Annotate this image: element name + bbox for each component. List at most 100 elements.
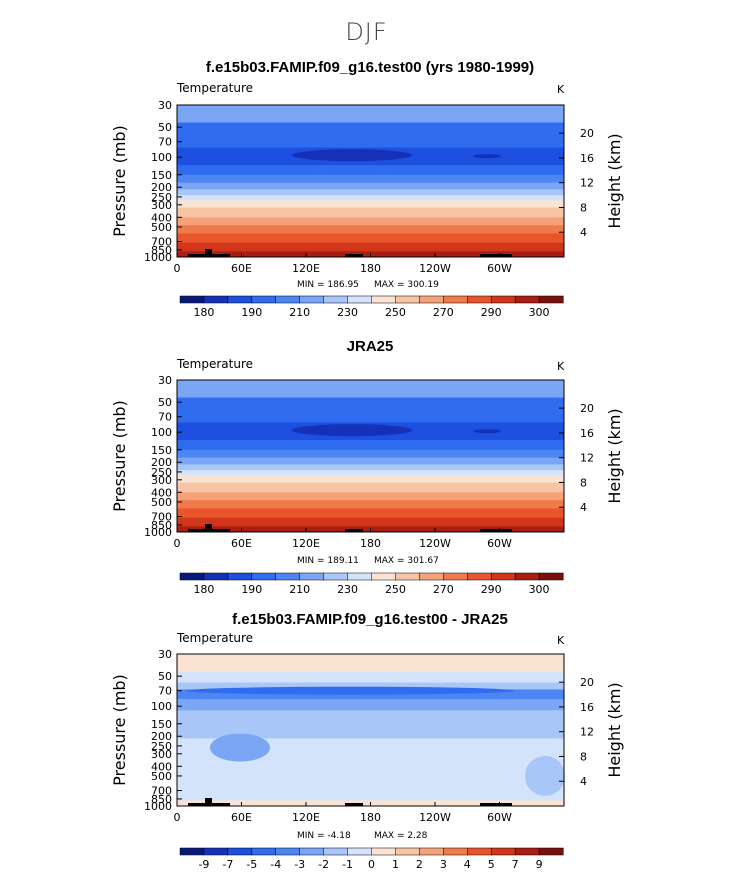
panel3-colorbar-cell — [395, 847, 420, 856]
panel3-band — [177, 710, 564, 722]
panel3-colorbar-cell — [514, 847, 540, 856]
panel1-ptick-label: 30 — [158, 99, 172, 112]
panel2-htick-label: 16 — [580, 427, 594, 440]
panel2-colorbar-label: 300 — [529, 583, 550, 596]
panel3-lontick-label: 60W — [487, 811, 512, 824]
panel1-band — [177, 233, 564, 244]
panel1-colorbar-label: 190 — [241, 306, 262, 319]
panel3-lontick-label: 60E — [231, 811, 252, 824]
panel2-band — [177, 482, 564, 493]
panel1-colorbar-cell — [299, 295, 325, 304]
panel2-topography — [345, 529, 363, 532]
panel2-ptick-label: 250 — [151, 466, 172, 479]
panel3-lontick-label: 120E — [292, 811, 320, 824]
panel3-topography — [480, 803, 512, 806]
panel3-max-label: MAX = 2.28 — [374, 831, 428, 841]
panel1-colorbar-cell — [227, 295, 253, 304]
panel2-ptick-label: 1000 — [144, 526, 172, 539]
panel3-colorbar-cell — [490, 847, 516, 856]
panel3-colorbar-cell — [203, 847, 229, 856]
panel2-band — [177, 470, 564, 476]
panel3-colorbar-label: -1 — [342, 858, 353, 871]
panel2-min-label: MIN = 189.11 — [297, 556, 359, 566]
panel3-colorbar-label: -2 — [318, 858, 329, 871]
panel2-ptick-label: 400 — [151, 486, 172, 499]
panel1-htick-label: 8 — [580, 201, 587, 214]
panel2-band — [177, 517, 564, 527]
panel2-plot — [176, 379, 565, 533]
panel2-htick-label: 12 — [580, 452, 594, 465]
panel1-colorbar-cell — [203, 295, 229, 304]
panel1-colorbar-cell — [251, 295, 277, 304]
panel1-cold-core — [292, 149, 412, 162]
panel1-max-label: MAX = 300.19 — [374, 280, 439, 290]
panel1-colorbar-cell — [347, 295, 373, 304]
panel2-band — [177, 457, 564, 465]
panel1-ptick-label: 700 — [151, 236, 172, 249]
panel2-lontick-label: 60E — [231, 537, 252, 550]
panel1-colorbar-label: 270 — [433, 306, 454, 319]
panel2-colorbar-cell — [251, 572, 277, 581]
panel1-colorbar-cell — [490, 295, 516, 304]
panel3-ptick-label: 300 — [151, 748, 172, 761]
panel1-colorbar-cell — [419, 295, 444, 304]
panel2-colorbar-cell — [419, 572, 444, 581]
panel1-band — [177, 165, 564, 176]
panel2-cold-core — [292, 424, 412, 437]
panel1-topography-peak — [205, 249, 212, 257]
panel3-ptick-label: 250 — [151, 740, 172, 753]
panel3-ylabel-right: Height (km) — [605, 682, 624, 777]
panel1-title: f.e15b03.FAMIP.f09_g16.test00 (yrs 1980-… — [205, 59, 535, 76]
panel2-ptick-label: 700 — [151, 511, 172, 524]
panel1-colorbar-cell — [538, 295, 564, 304]
panel2-band — [177, 508, 564, 519]
panel1-band — [177, 217, 564, 226]
panel1-ptick-label: 400 — [151, 211, 172, 224]
panel2-colorbar-label: 290 — [481, 583, 502, 596]
panel2-colorbar-label: 190 — [241, 583, 262, 596]
panel3-colorbar-label: -3 — [294, 858, 305, 871]
panel3-colorbar-label: 3 — [440, 858, 447, 871]
panel1-ylabel-right: Height (km) — [605, 133, 624, 228]
panel1-topography — [345, 254, 363, 257]
panel3-ptick-label: 100 — [151, 700, 172, 713]
panel2-colorbar-cell — [179, 572, 205, 581]
panel3-lontick-label: 120W — [419, 811, 451, 824]
panel2-ptick-label: 70 — [158, 411, 172, 424]
panel1-lontick-label: 180 — [360, 262, 381, 275]
panel1-band — [177, 182, 564, 190]
panel3-ptick-label: 30 — [158, 648, 172, 661]
panel2-lontick-label: 120W — [419, 537, 451, 550]
panel3-ptick-label: 1000 — [144, 800, 172, 813]
panel3-title: f.e15b03.FAMIP.f09_g16.test00 - JRA25 — [232, 611, 508, 628]
panel1-ptick-label: 1000 — [144, 251, 172, 264]
panel1-band — [177, 189, 564, 196]
panel3-colorbar-label: -5 — [246, 858, 257, 871]
panel3-ptick-label: 200 — [151, 730, 172, 743]
panel2-colorbar-cell — [467, 572, 492, 581]
panel1-topography — [480, 254, 512, 257]
panel3-colorbar-label: 5 — [488, 858, 495, 871]
panel3-units: K — [557, 634, 565, 647]
panel2-htick-label: 20 — [580, 402, 594, 415]
panel3-ptick-label: 500 — [151, 770, 172, 783]
panel3-colorbar-cell — [179, 847, 205, 856]
panel2-units: K — [557, 360, 565, 373]
panel3-ptick-label: 700 — [151, 785, 172, 798]
panel2-ptick-label: 850 — [151, 519, 172, 532]
panel2-band — [177, 380, 564, 399]
panel3-band — [177, 720, 564, 739]
panel3-htick-label: 20 — [580, 676, 594, 689]
panel1-ptick-label: 70 — [158, 136, 172, 149]
panel2-colorbar-label: 230 — [337, 583, 358, 596]
panel2-cold-core-2 — [473, 429, 501, 434]
panel1-colorbar-label: 210 — [289, 306, 310, 319]
panel3-patch — [210, 733, 270, 762]
panel1-ptick-label: 300 — [151, 199, 172, 212]
panel2-htick-label: 8 — [580, 476, 587, 489]
panel3-colorbar-cell — [299, 847, 325, 856]
panel2-topography-peak — [205, 524, 212, 532]
panel2-colorbar-cell — [371, 572, 396, 581]
panel1-htick-label: 16 — [580, 152, 594, 165]
panel2-ptick-label: 200 — [151, 456, 172, 469]
